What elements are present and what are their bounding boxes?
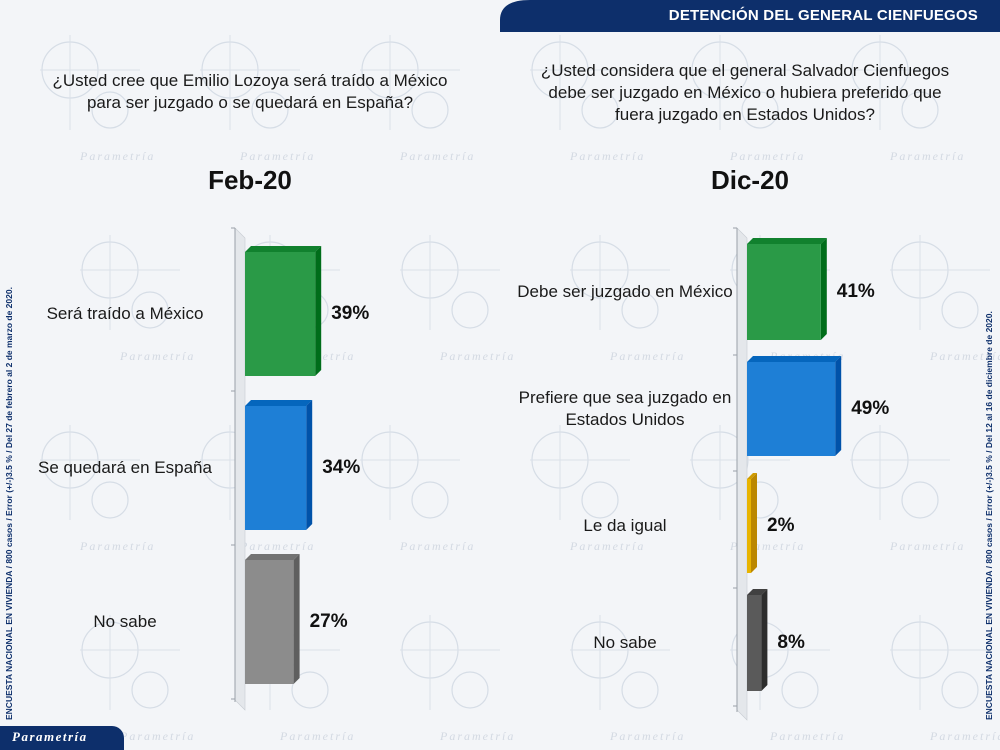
svg-text:Parametría: Parametría	[239, 539, 315, 553]
bar-side-face	[315, 246, 322, 376]
value-label: 8%	[777, 632, 805, 653]
category-label: Prefiere que sea juzgado en Estados Unid…	[518, 388, 732, 429]
bar-top-face	[747, 589, 768, 595]
value-label: 2%	[767, 515, 795, 536]
svg-text:Parametría: Parametría	[889, 149, 965, 163]
value-label: 49%	[851, 398, 890, 419]
survey-note-left: ENCUESTA NACIONAL EN VIVIENDA / 800 caso…	[4, 287, 14, 720]
bar-top-face	[245, 246, 322, 252]
svg-text:Parametría: Parametría	[239, 149, 315, 163]
axis-panel	[736, 227, 748, 721]
svg-text:Parametría: Parametría	[729, 149, 805, 163]
value-label: 34%	[322, 457, 361, 478]
footer-logo-text: Parametría	[12, 729, 88, 744]
svg-text:Parametría: Parametría	[399, 539, 475, 553]
bar-top-face	[747, 473, 757, 479]
bar-top-face	[747, 356, 842, 362]
footer-logo: Parametría	[0, 726, 124, 750]
chart-dic-20	[733, 227, 842, 721]
category-label: Se quedará en España	[38, 458, 212, 477]
svg-text:Parametría: Parametría	[399, 149, 475, 163]
bar-side-face	[293, 554, 300, 684]
chart-feb-20	[231, 227, 322, 711]
period-dic-20: Dic-20	[710, 165, 790, 195]
category-label: Debe ser juzgado en México	[517, 282, 733, 301]
svg-text:Parametría: Parametría	[119, 349, 195, 363]
value-label: 41%	[836, 281, 875, 302]
question-right: ¿Usted considera que el general Salvador…	[540, 61, 950, 124]
axis-panel	[234, 227, 246, 711]
category-label: Será traído a México	[46, 304, 204, 323]
period-feb-20: Feb-20	[208, 165, 292, 195]
category-label: No sabe	[93, 612, 157, 631]
bar-side-face	[835, 356, 842, 456]
header-title: DETENCIÓN DEL GENERAL CIENFUEGOS	[668, 7, 978, 24]
svg-text:Parametría: Parametría	[929, 729, 1000, 743]
svg-text:Parametría: Parametría	[929, 349, 1000, 363]
svg-text:Parametría: Parametría	[439, 729, 515, 743]
bar-1	[747, 244, 821, 340]
svg-text:Parametría: Parametría	[889, 539, 965, 553]
bar-2	[245, 406, 307, 530]
svg-text:Parametría: Parametría	[79, 539, 155, 553]
header-banner	[500, 0, 1000, 32]
category-label: No sabe	[593, 633, 657, 652]
bar-1	[245, 252, 316, 376]
bar-3	[747, 479, 751, 573]
svg-text:Parametría: Parametría	[279, 729, 355, 743]
svg-text:Parametría: Parametría	[769, 729, 845, 743]
question-left: ¿Usted cree que Emilio Lozoya será traíd…	[52, 71, 448, 112]
value-label: 27%	[309, 611, 348, 632]
category-label: Le da igual	[583, 516, 667, 535]
value-label: 39%	[331, 303, 370, 324]
bar-side-face	[306, 400, 313, 530]
bar-4	[747, 595, 762, 691]
svg-text:Parametría: Parametría	[439, 349, 515, 363]
svg-text:Parametría: Parametría	[609, 729, 685, 743]
bar-side-face	[820, 238, 827, 340]
bar-2	[747, 362, 836, 456]
bar-top-face	[245, 400, 313, 406]
svg-text:Parametría: Parametría	[79, 149, 155, 163]
bar-side-face	[751, 473, 757, 573]
bar-3	[245, 560, 294, 684]
svg-text:Parametría: Parametría	[569, 539, 645, 553]
svg-text:Parametría: Parametría	[569, 149, 645, 163]
bar-top-face	[245, 554, 300, 560]
svg-text:Parametría: Parametría	[119, 729, 195, 743]
svg-text:Parametría: Parametría	[609, 349, 685, 363]
survey-note-right: ENCUESTA NACIONAL EN VIVIENDA / 800 caso…	[984, 311, 994, 720]
bar-top-face	[747, 238, 827, 244]
bar-side-face	[761, 589, 768, 691]
